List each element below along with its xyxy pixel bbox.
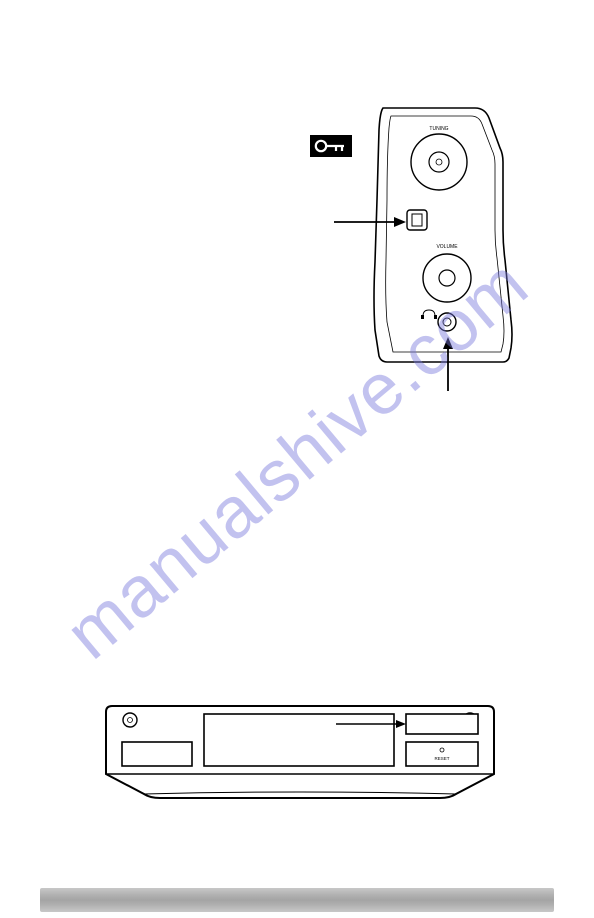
front-slot-left [122, 742, 192, 766]
device-front-panel-diagram: RESET [100, 700, 500, 810]
front-display-window [204, 714, 394, 766]
screw-left [123, 713, 137, 727]
page-footer-bar [40, 888, 554, 912]
device-side-panel-diagram: TUNING VOLUME [335, 100, 535, 370]
volume-label: VOLUME [436, 244, 458, 250]
side-button [407, 210, 427, 230]
front-slot-right [406, 742, 478, 766]
tuning-label: TUNING [429, 126, 448, 132]
arrow-to-headphone-jack [438, 335, 458, 395]
arrow-to-side-button [330, 212, 410, 232]
reset-label: RESET [434, 756, 449, 761]
